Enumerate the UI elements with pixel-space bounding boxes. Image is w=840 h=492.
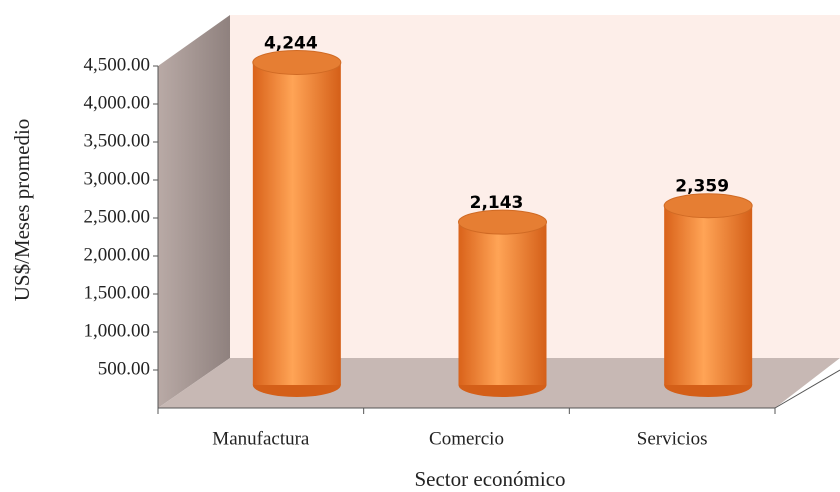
y-tick-label: 500.00: [98, 358, 150, 379]
y-tick-label: 4,000.00: [84, 92, 151, 113]
value-label: 2,143: [470, 193, 524, 213]
bar-top: [458, 209, 547, 235]
bar-top: [663, 193, 753, 219]
y-tick-label: 4,500.00: [84, 54, 151, 75]
y-tick-label: 1,500.00: [84, 282, 151, 303]
floor-edge: [774, 369, 840, 409]
y-tick-label: 3,500.00: [84, 130, 151, 151]
y-tick-label: 3,000.00: [84, 168, 151, 189]
value-label: 2,359: [675, 177, 729, 197]
value-label: 4,244: [264, 33, 318, 53]
bar: [458, 222, 547, 385]
bar-top: [252, 49, 342, 75]
side-wall: [158, 15, 230, 408]
x-tick-label: Comercio: [429, 428, 504, 449]
y-tick-label: 1,000.00: [84, 320, 151, 341]
y-tick-label: 2,500.00: [84, 206, 151, 227]
bar: [252, 62, 341, 386]
y-axis-title: US$/Meses promedio: [10, 119, 34, 302]
y-tick-label: 2,000.00: [84, 244, 151, 265]
bar: [664, 205, 753, 385]
x-axis-title: Sector económico: [414, 467, 565, 491]
x-tick-label: Servicios: [637, 428, 708, 449]
x-tick-label: Manufactura: [212, 428, 310, 449]
